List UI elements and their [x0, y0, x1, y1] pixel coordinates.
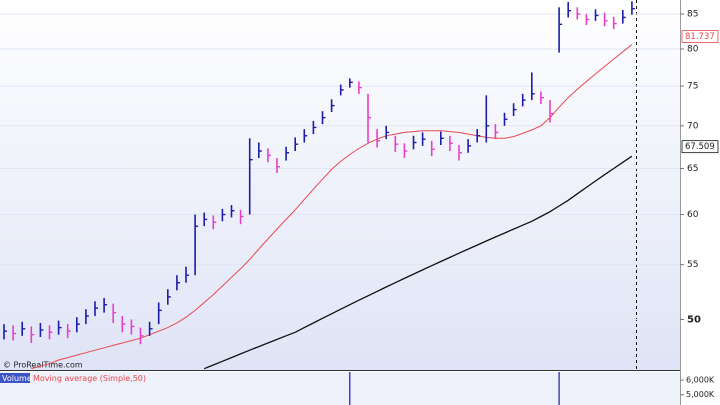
- plot-background: [0, 0, 680, 370]
- last-value-tag: [681, 30, 719, 43]
- moving-average-line: [31, 44, 633, 370]
- y-tick-label: 50: [687, 314, 701, 325]
- y-tick-label: 85: [687, 10, 698, 20]
- last-value-label: 81.737: [685, 32, 715, 42]
- volume-tick-label: 6,000K: [686, 376, 715, 385]
- y-tick-label: 65: [687, 164, 698, 174]
- y-tick-label: 80: [687, 44, 699, 54]
- volume-title: Volume: [2, 374, 32, 383]
- volume-legend: Moving average (Simple,50): [33, 374, 146, 383]
- volume-title-box: [0, 373, 30, 383]
- moving-average-line: [203, 155, 633, 370]
- last-value-label: 67.509: [685, 142, 715, 152]
- y-tick-label: 55: [687, 260, 698, 270]
- volume-tick-label: 5,000K: [686, 390, 715, 399]
- y-tick-label: 75: [687, 82, 698, 92]
- volume-background: [0, 372, 680, 405]
- y-tick-label: 70: [687, 121, 699, 131]
- y-tick-label: 60: [687, 210, 699, 220]
- last-value-tag: [681, 140, 719, 154]
